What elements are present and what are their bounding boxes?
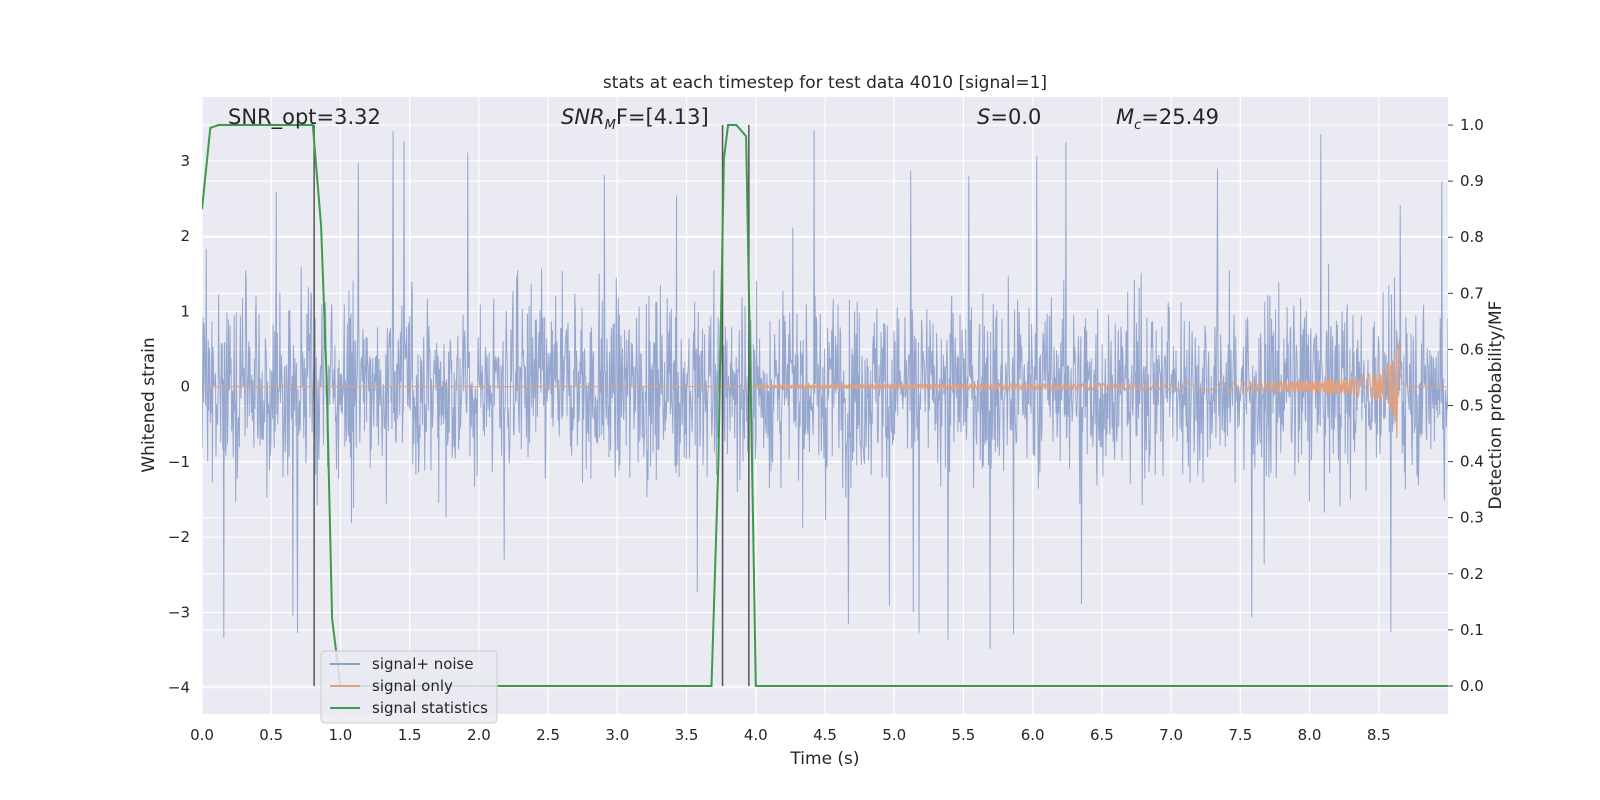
y-axis-label: Whitened strain	[139, 337, 159, 472]
right-tick-label: 0.5	[1460, 397, 1484, 415]
y-tick-label: 2	[180, 227, 190, 245]
x-tick-label: 0.0	[190, 726, 214, 744]
legend-box	[320, 650, 498, 724]
x-tick-label: 2.0	[467, 726, 491, 744]
annotation-mc: Mc=25.49	[1116, 105, 1219, 133]
legend-label-statistics: signal statistics	[372, 699, 488, 717]
y-tick-label: −4	[168, 679, 190, 697]
right-tick-label: 0.6	[1460, 340, 1484, 358]
x-tick-label: 6.5	[1090, 726, 1114, 744]
noise-line	[202, 130, 1448, 650]
x-tick-label: 7.0	[1159, 726, 1183, 744]
right-tick-label: 0.8	[1460, 228, 1484, 246]
x-tick-label: 4.5	[813, 726, 837, 744]
right-tick-label: 0.4	[1460, 453, 1484, 471]
y-tick-label: −1	[168, 453, 190, 471]
x-tick-label: 7.5	[1228, 726, 1252, 744]
right-tick-label: 1.0	[1460, 116, 1484, 134]
annotation-snr-mf: SNRMF=[4.13]	[561, 105, 709, 133]
annotation-snr-opt: SNR_opt=3.32	[228, 105, 381, 130]
y-tick-label: −3	[168, 603, 190, 621]
y-tick-label: 3	[180, 152, 190, 170]
x-axis-ticks: 0.0 0.5 1.0 1.5 2.0 2.5 3.0 3.5 4.0 4.5 5.0 5.5 6.0 6…	[190, 726, 1391, 744]
statistics-line	[202, 124, 1448, 687]
signal-line	[202, 343, 1448, 439]
series-signal-only	[202, 343, 1448, 439]
y-axis-ticks: 3 2 1 0 −1 −2 −3 −4	[168, 152, 190, 697]
legend-label-noise: signal+ noise	[372, 655, 474, 673]
x-tick-label: 2.5	[536, 726, 560, 744]
x-tick-label: 3.0	[605, 726, 629, 744]
legend-label-signal: signal only	[372, 677, 453, 695]
y-tick-label: 0	[180, 378, 190, 396]
right-tick-label: 0.0	[1460, 677, 1484, 695]
x-tick-label: 8.0	[1298, 726, 1322, 744]
x-tick-label: 5.0	[882, 726, 906, 744]
chart-title: stats at each timestep for test data 401…	[603, 73, 1047, 93]
x-tick-label: 0.5	[259, 726, 283, 744]
right-tick-label: 0.3	[1460, 509, 1484, 527]
x-tick-label: 4.0	[744, 726, 768, 744]
x-tick-label: 1.5	[398, 726, 422, 744]
y-tick-label: −2	[168, 528, 190, 546]
x-tick-label: 6.0	[1021, 726, 1045, 744]
y-axis-label-right: Detection probability/MF	[1486, 301, 1506, 510]
x-tick-label: 1.0	[329, 726, 353, 744]
x-axis-label: Time (s)	[789, 749, 859, 769]
right-tick-label: 0.7	[1460, 284, 1484, 302]
x-tick-label: 8.5	[1367, 726, 1391, 744]
legend: signal+ noise signal only signal statist…	[320, 650, 498, 724]
series-signal-noise	[202, 130, 1448, 650]
series-signal-statistics	[202, 124, 1448, 687]
right-tick-label: 0.9	[1460, 172, 1484, 190]
right-tick-label: 0.2	[1460, 565, 1484, 583]
right-tick-label: 0.1	[1460, 621, 1484, 639]
y-tick-label: 1	[180, 302, 190, 320]
annotation-s: S=0.0	[977, 105, 1041, 129]
x-tick-label: 3.5	[675, 726, 699, 744]
x-tick-label: 5.5	[952, 726, 976, 744]
right-axis-ticks: 1.0 0.9 0.8 0.7 0.6 0.5 0.4 0.3 0.2 0.1 0.0	[1448, 116, 1484, 695]
